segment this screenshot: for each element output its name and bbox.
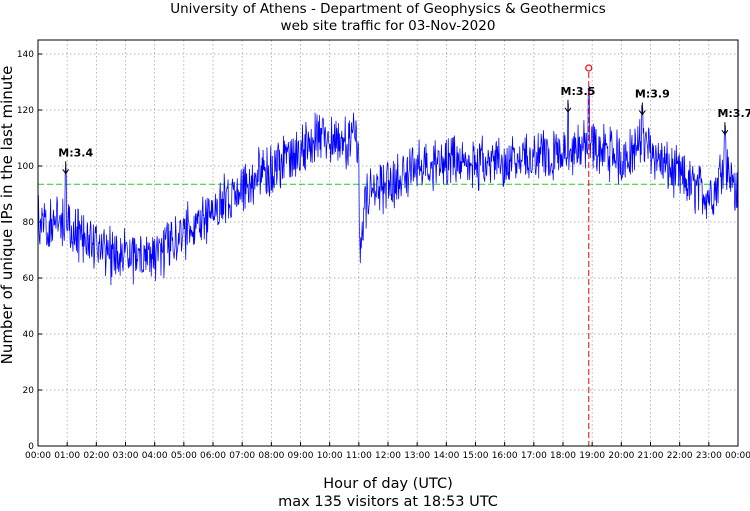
- x-tick-label: 02:00: [83, 451, 109, 461]
- x-tick-label: 05:00: [171, 451, 197, 461]
- y-tick-label: 80: [23, 218, 35, 228]
- quake-annotation-label: M:3.5: [561, 85, 596, 98]
- quake-annotation-label: M:3.7: [717, 107, 750, 120]
- chart-footer: max 135 visitors at 18:53 UTC: [278, 494, 498, 510]
- x-tick-label: 18:00: [550, 451, 576, 461]
- plot-frame: [37, 39, 739, 447]
- annotation-layer: M:3.4 M:3.5 M:3.9 M:3.7: [58, 85, 750, 175]
- x-tick-label: 09:00: [288, 451, 314, 461]
- x-tick-label: 23:00: [696, 451, 722, 461]
- y-tick-label: 20: [23, 386, 35, 396]
- quake-annotation-arrowhead: [564, 107, 572, 113]
- y-tick-label: 120: [17, 106, 34, 116]
- x-tick-label: 17:00: [521, 451, 547, 461]
- quake-annotation-label: M:3.4: [58, 146, 93, 159]
- y-tick-labels: 0 20 40 60 80 100 120 140: [17, 50, 34, 452]
- x-tick-label: 04:00: [142, 451, 168, 461]
- quake-annotation-label: M:3.9: [635, 88, 670, 101]
- quake-annotation-arrowhead: [721, 129, 729, 136]
- x-tick-label: 00:00: [725, 451, 750, 461]
- y-tick-label: 100: [17, 162, 34, 172]
- chart-subtitle: web site traffic for 03-Nov-2020: [281, 18, 496, 34]
- quake-annotation-arrowhead: [62, 169, 70, 175]
- x-tick-label: 11:00: [346, 451, 372, 461]
- grid-layer: [37, 40, 739, 447]
- x-tick-label: 03:00: [113, 451, 139, 461]
- chart-title: University of Athens - Department of Geo…: [170, 1, 606, 17]
- y-tick-label: 140: [17, 50, 34, 60]
- x-tick-label: 19:00: [579, 451, 605, 461]
- x-tick-label: 20:00: [608, 451, 634, 461]
- x-tick-labels: 00:00 01:00 02:00 03:00 04:00 05:00 06:00 07:00…: [25, 451, 750, 461]
- x-tick-label: 07:00: [229, 451, 255, 461]
- max-marker-layer: [585, 64, 593, 446]
- x-tick-label: 21:00: [638, 451, 664, 461]
- y-axis-title: Number of unique IPs in the last minute: [0, 66, 16, 365]
- series-layer: [37, 85, 739, 286]
- quake-annotation-arrowhead: [638, 110, 646, 116]
- y-tick-label: 60: [23, 274, 35, 284]
- x-tick-label: 16:00: [492, 451, 518, 461]
- x-tick-label: 12:00: [375, 451, 401, 461]
- max-value-marker: [585, 64, 593, 72]
- x-tick-label: 06:00: [200, 451, 226, 461]
- x-tick-label: 10:00: [317, 451, 343, 461]
- x-axis-title: Hour of day (UTC): [323, 476, 452, 492]
- x-tick-label: 01:00: [54, 451, 80, 461]
- y-tick-label: 0: [28, 442, 34, 452]
- x-tick-label: 08:00: [258, 451, 284, 461]
- x-tick-label: 14:00: [433, 451, 459, 461]
- traffic-series-line: [37, 85, 739, 286]
- y-tick-label: 40: [23, 330, 35, 340]
- x-tick-label: 00:00: [25, 451, 51, 461]
- x-tick-label: 22:00: [667, 451, 693, 461]
- x-tick-label: 13:00: [404, 451, 430, 461]
- x-tick-label: 15:00: [463, 451, 489, 461]
